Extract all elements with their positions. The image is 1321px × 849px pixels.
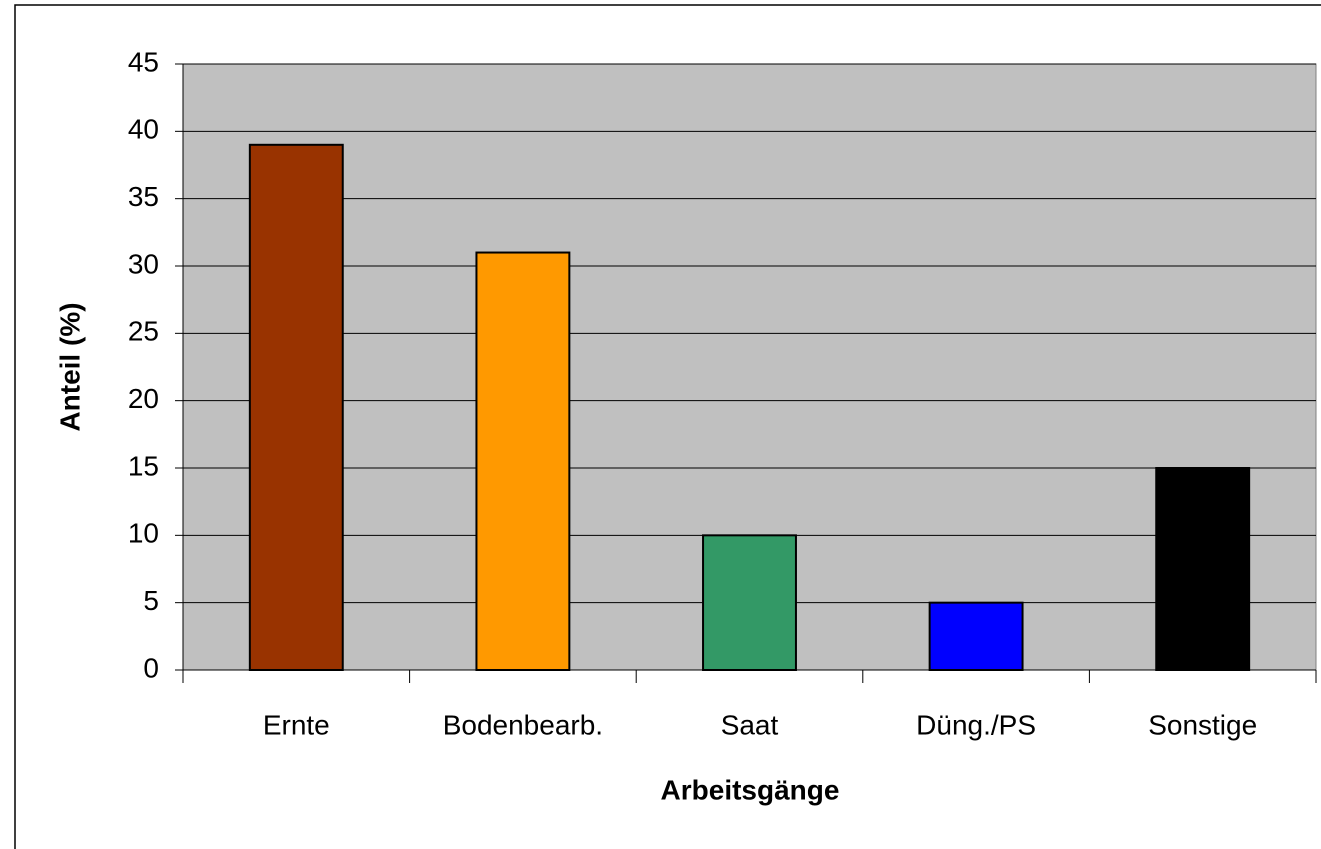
y-axis-title: Anteil (%) bbox=[54, 302, 85, 431]
x-tick-label: Düng./PS bbox=[916, 709, 1036, 740]
y-tick-label: 5 bbox=[143, 585, 159, 616]
bar bbox=[248, 143, 344, 672]
x-axis-title: Arbeitsgänge bbox=[661, 774, 840, 805]
x-tick-label: Ernte bbox=[263, 709, 330, 740]
y-tick-label: 30 bbox=[128, 248, 159, 279]
y-tick-label: 25 bbox=[128, 316, 159, 347]
y-tick-label: 45 bbox=[128, 46, 159, 77]
bar bbox=[475, 251, 571, 672]
y-tick-label: 35 bbox=[128, 181, 159, 212]
y-tick-label: 15 bbox=[128, 450, 159, 481]
x-tick-label: Bodenbearb. bbox=[443, 709, 603, 740]
y-tick-label: 10 bbox=[128, 518, 159, 549]
y-tick-label: 40 bbox=[128, 114, 159, 145]
bar bbox=[702, 534, 797, 671]
x-tick-label: Sonstige bbox=[1148, 709, 1257, 740]
bar bbox=[1155, 467, 1251, 671]
y-tick-label: 0 bbox=[143, 652, 159, 683]
bar bbox=[928, 601, 1024, 672]
y-tick-label: 20 bbox=[128, 383, 159, 414]
x-tick-label: Saat bbox=[721, 709, 779, 740]
